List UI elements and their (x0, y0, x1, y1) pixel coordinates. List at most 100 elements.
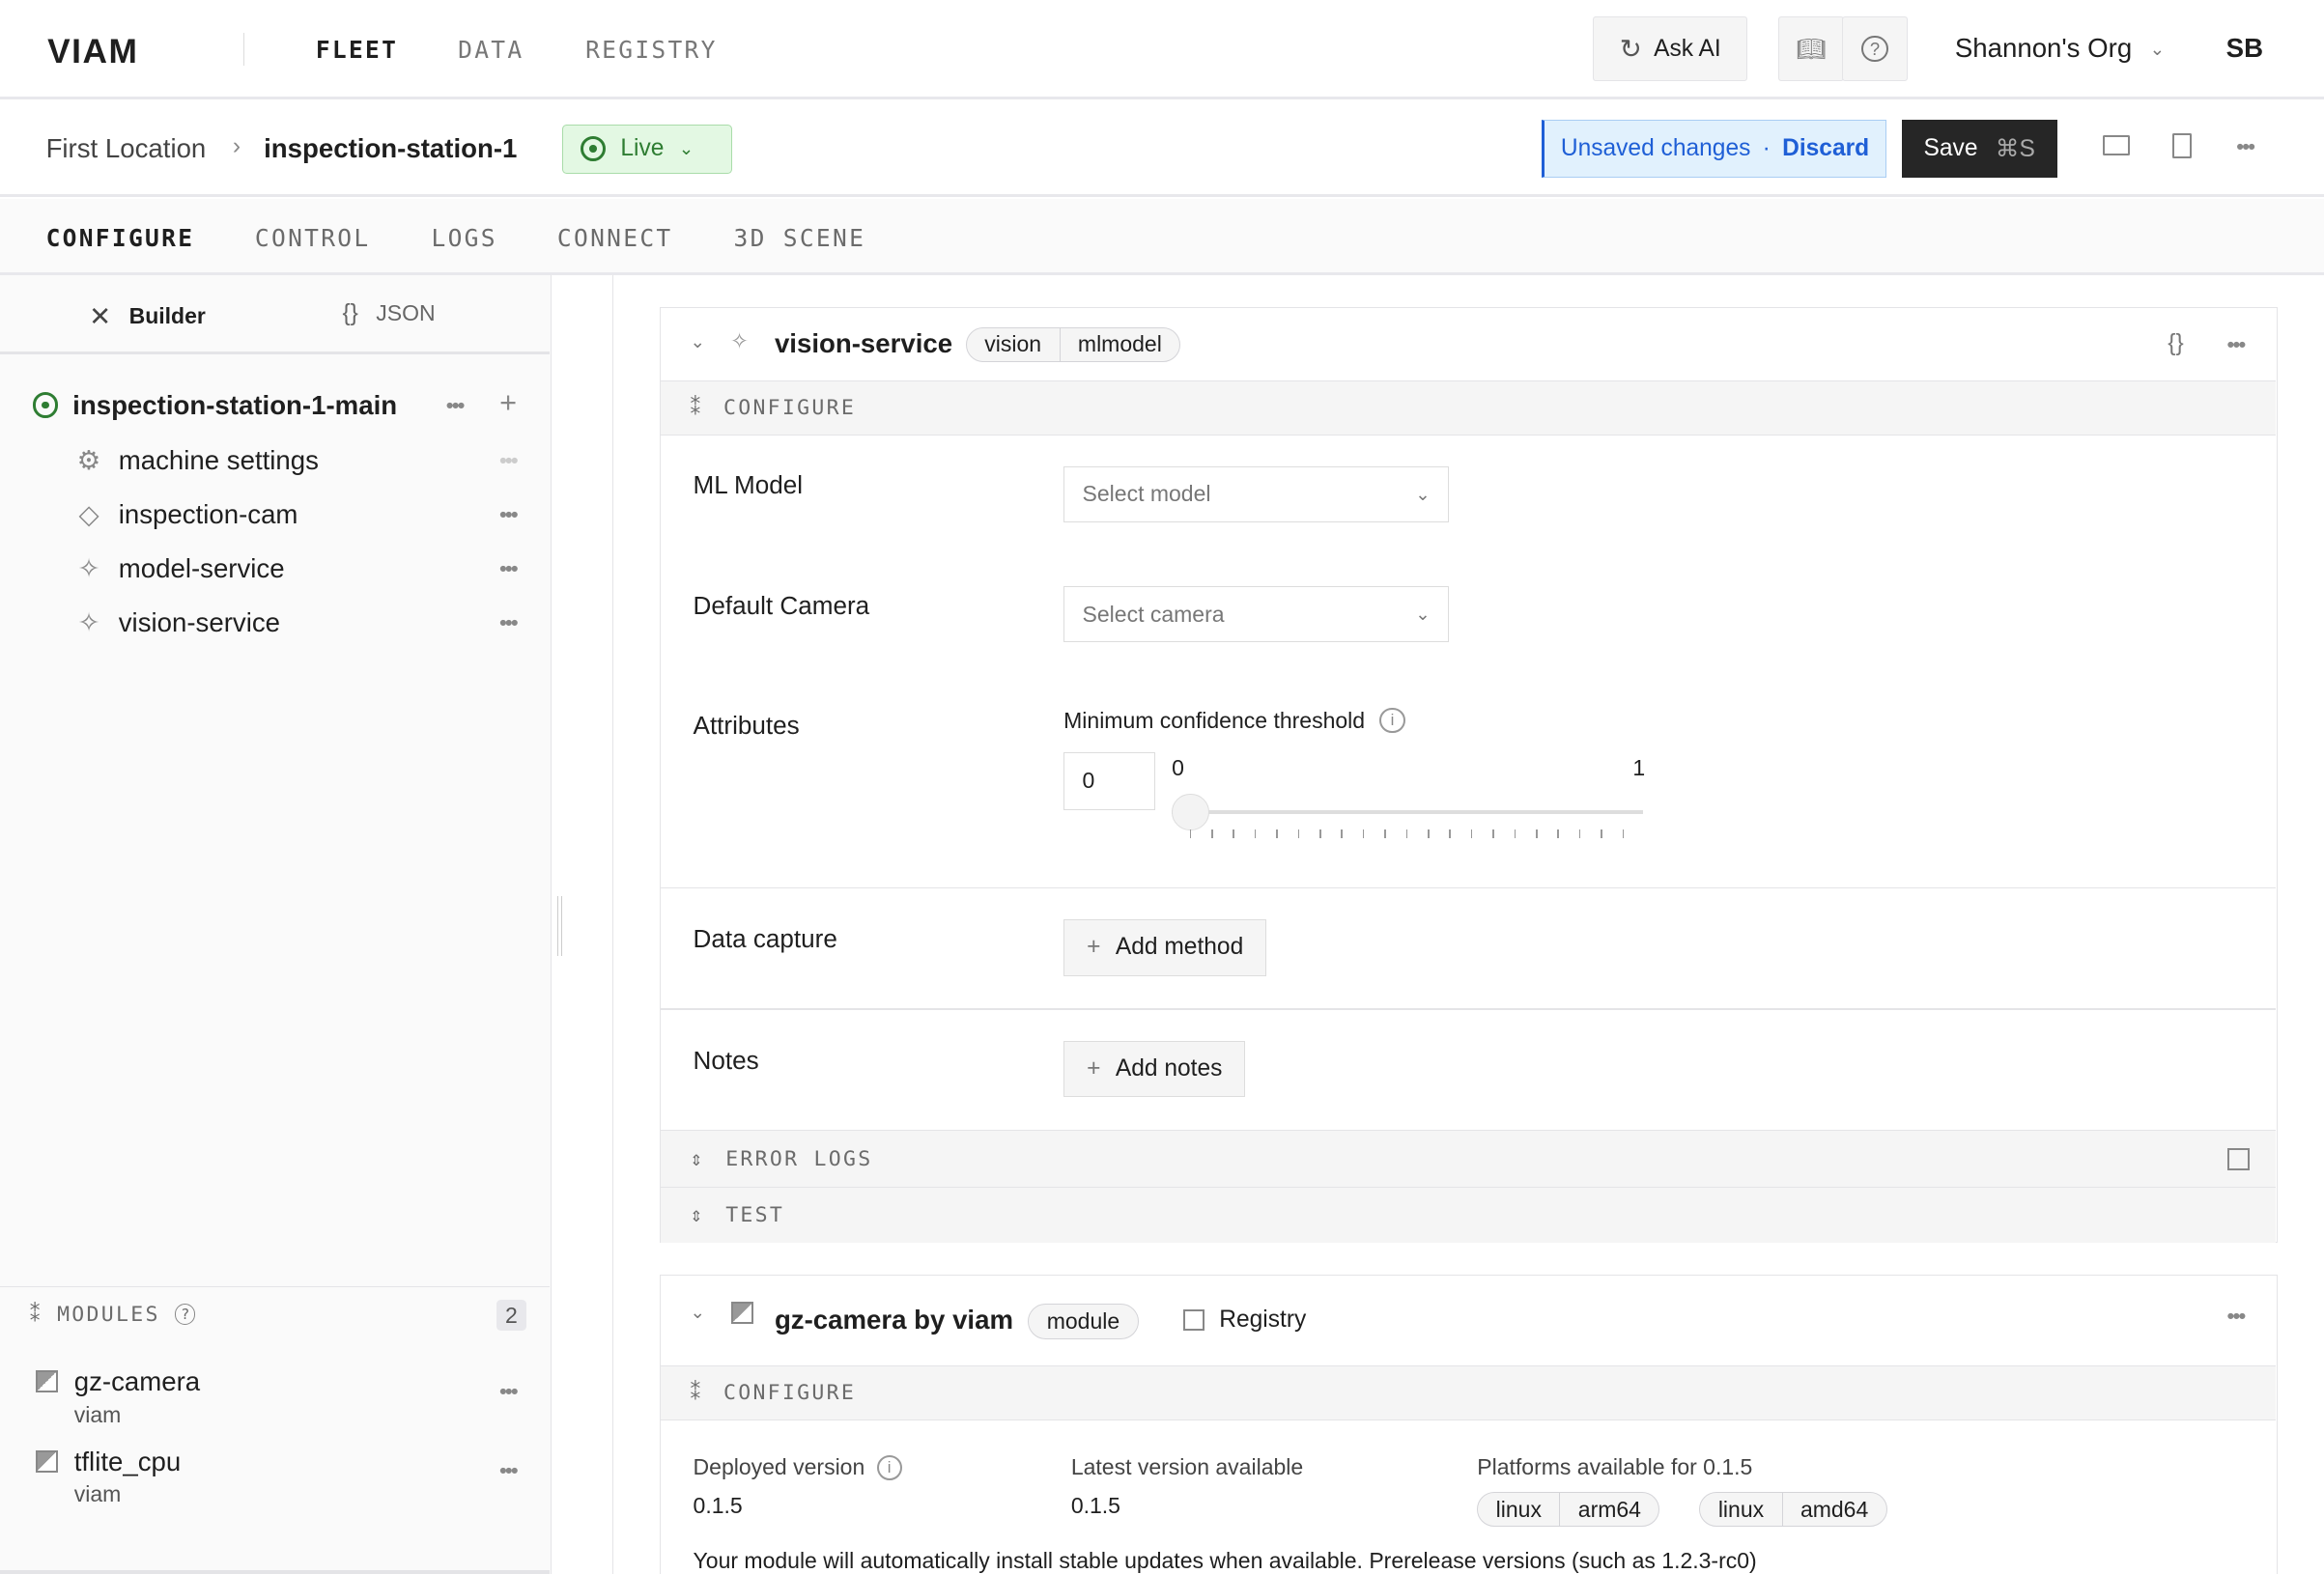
item-more-icon[interactable]: ••• (499, 610, 518, 634)
slider-thumb[interactable] (1172, 793, 1209, 831)
nav-data[interactable]: DATA (458, 35, 524, 64)
breadcrumb-machine: inspection-station-1 (264, 133, 518, 164)
builder-label: Builder (128, 303, 206, 329)
external-link-icon (1183, 1309, 1205, 1331)
add-notes-button[interactable]: + Add notes (1063, 1041, 1246, 1098)
divider (242, 32, 245, 66)
tab-control[interactable]: CONTROL (254, 223, 371, 252)
nav-fleet[interactable]: FLEET (315, 35, 399, 64)
slider-track[interactable] (1172, 809, 1644, 815)
help-button[interactable]: ? (1842, 15, 1908, 82)
test-section[interactable]: ⇕ TEST (660, 1186, 2277, 1243)
sidebar-item-label: inspection-cam (118, 498, 298, 529)
module-name[interactable]: gz-camera (73, 1365, 201, 1396)
sidebar: ✕ Builder {} JSON inspection-station-1-mai… (0, 275, 552, 1574)
dot-separator: · (1762, 135, 1771, 162)
save-label: Save (1923, 135, 1978, 162)
nav-registry[interactable]: REGISTRY (585, 35, 718, 64)
avatar[interactable]: SB (2225, 32, 2264, 63)
tab-logs[interactable]: LOGS (431, 223, 497, 252)
breadcrumb-location[interactable]: First Location (45, 133, 207, 164)
slider-tick (1297, 829, 1300, 838)
tree-root[interactable]: inspection-station-1-main (32, 390, 397, 421)
tab-3d-scene[interactable]: 3D SCENE (733, 223, 866, 252)
sparkle-icon: ✧ (77, 553, 100, 584)
more-icon[interactable]: ••• (2236, 134, 2254, 158)
item-more-icon[interactable]: ••• (499, 502, 518, 526)
tab-configure[interactable]: CONFIGURE (45, 223, 195, 252)
module-more-icon[interactable]: ••• (499, 1459, 518, 1483)
slider-tick (1492, 829, 1494, 838)
default-camera-label: Default Camera (693, 590, 870, 620)
api-label: vision (984, 331, 1042, 357)
resize-handle[interactable] (556, 896, 562, 956)
slider-tick (1384, 829, 1386, 838)
error-logs-section[interactable]: ⇕ ERROR LOGS (660, 1130, 2277, 1189)
top-nav: VIAM FLEET DATA REGISTRY ↻ Ask AI 📖︎ ? S… (0, 0, 2324, 99)
viam-logo[interactable]: VIAM (47, 32, 139, 70)
modules-count-badge: 2 (496, 1299, 526, 1331)
chevron-down-icon: ⌄ (1415, 604, 1431, 625)
module-owner: viam (73, 1481, 122, 1507)
chevron-down-icon[interactable]: ⌄ (690, 331, 705, 352)
registry-link[interactable]: Registry (1183, 1307, 1306, 1334)
ask-ai-button[interactable]: ↻ Ask AI (1593, 15, 1748, 82)
error-logs-label: ERROR LOGS (725, 1146, 873, 1171)
component-name[interactable]: vision-service (774, 328, 953, 359)
braces-icon: {} (342, 300, 358, 327)
discard-button[interactable]: Discard (1782, 135, 1870, 162)
info-icon[interactable]: i (876, 1454, 902, 1480)
sidebar-item[interactable]: ⚙ machine settings (74, 444, 319, 476)
module-name[interactable]: tflite_cpu (73, 1446, 182, 1476)
module-name: gz-camera by viam (774, 1305, 1014, 1335)
add-method-label: Add method (1115, 934, 1244, 961)
save-shortcut: ⌘S (1995, 136, 2035, 163)
tab-connect[interactable]: CONNECT (556, 223, 673, 252)
help-icon: ? (175, 1304, 196, 1325)
slider-tick (1470, 829, 1473, 838)
test-label: TEST (725, 1202, 785, 1227)
more-icon[interactable]: ••• (2226, 1305, 2246, 1329)
org-selector[interactable]: Shannon's Org ⌄ (1955, 33, 2165, 64)
builder-mode-button[interactable]: ✕ Builder (89, 300, 206, 332)
json-label: JSON (376, 300, 436, 326)
platforms-label: Platforms available for 0.1.5 (1477, 1454, 1753, 1480)
report-icon[interactable] (2172, 133, 2193, 159)
signal-icon (580, 136, 607, 162)
threshold-input[interactable]: 0 (1063, 751, 1156, 810)
sidebar-item[interactable]: ✧ vision-service (74, 606, 280, 638)
docs-button[interactable]: 📖︎ (1778, 15, 1844, 82)
modules-header[interactable]: ⁑ MODULES ? (30, 1303, 196, 1327)
sidebar-item[interactable]: ✧ model-service (74, 552, 284, 584)
more-icon[interactable]: ••• (2226, 332, 2246, 356)
attributes-label: Attributes (693, 710, 800, 740)
help-icon: ? (1861, 35, 1888, 63)
save-button[interactable]: Save ⌘S (1901, 120, 2057, 179)
ml-model-select[interactable]: Select model ⌄ (1063, 465, 1450, 523)
registry-label: Registry (1219, 1306, 1307, 1333)
info-icon[interactable]: i (1379, 708, 1405, 734)
live-status-dropdown[interactable]: Live ⌄ (561, 124, 732, 174)
json-mode-button[interactable]: {} JSON (342, 300, 435, 327)
slider-tick (1536, 829, 1538, 838)
chevron-down-icon[interactable]: ⌄ (690, 1302, 705, 1323)
monitor-icon[interactable] (2103, 134, 2130, 156)
add-icon[interactable]: + (499, 384, 517, 419)
item-more-icon[interactable]: ••• (499, 556, 518, 580)
sidebar-item[interactable]: ◇ inspection-cam (74, 498, 298, 530)
chevron-down-icon: ⌄ (2149, 38, 2166, 59)
item-more-icon[interactable]: ••• (499, 448, 518, 472)
camera-select[interactable]: Select camera ⌄ (1063, 586, 1450, 643)
module-configure-header[interactable]: ⁑ CONFIGURE (660, 1365, 2277, 1420)
api-model-badge: vision mlmodel (965, 326, 1181, 363)
external-link-icon[interactable] (2226, 1147, 2250, 1170)
root-more-icon[interactable]: ••• (445, 394, 465, 418)
platform-badge: linux amd64 (1699, 1491, 1887, 1528)
module-more-icon[interactable]: ••• (499, 1379, 518, 1403)
braces-icon[interactable]: {} (2168, 329, 2184, 356)
tools-icon: ✕ (89, 301, 112, 332)
module-badge: module (1028, 1303, 1139, 1339)
notes-label: Notes (693, 1045, 759, 1075)
add-method-button[interactable]: + Add method (1063, 919, 1267, 976)
configure-section-header[interactable]: ⁑ CONFIGURE (660, 379, 2277, 436)
